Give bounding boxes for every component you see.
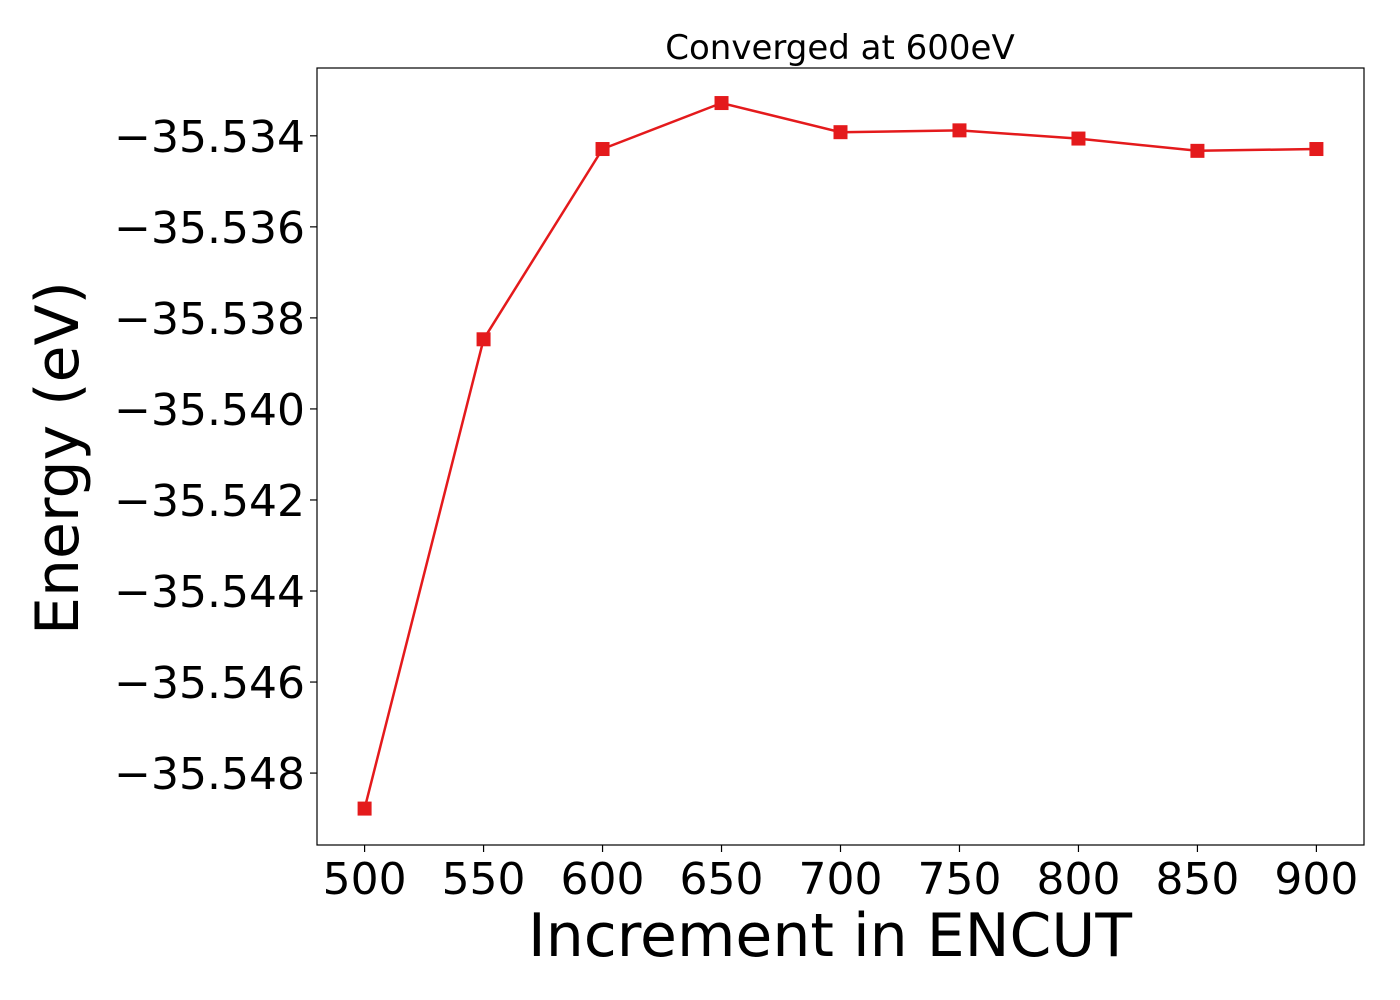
data-point-marker bbox=[1071, 131, 1086, 146]
y-tick-label: −35.536 bbox=[114, 203, 305, 254]
x-tick-label: 800 bbox=[1036, 854, 1120, 905]
x-axis-ticks: 500 550 600 650 700 750 800 850 900 bbox=[323, 845, 1358, 905]
data-point-marker bbox=[476, 332, 491, 347]
data-point-marker bbox=[1190, 143, 1205, 158]
x-axis-label: Increment in ENCUT bbox=[528, 901, 1132, 971]
x-tick-label: 550 bbox=[442, 854, 526, 905]
data-point-marker bbox=[714, 96, 729, 111]
data-point-marker bbox=[833, 125, 848, 140]
x-tick-label: 850 bbox=[1155, 854, 1239, 905]
data-point-marker bbox=[952, 123, 967, 138]
chart-title: Converged at 600eV bbox=[665, 28, 1014, 68]
x-tick-label: 600 bbox=[561, 854, 645, 905]
y-tick-label: −35.540 bbox=[114, 385, 305, 436]
y-tick-label: −35.548 bbox=[114, 749, 305, 800]
data-point-marker bbox=[357, 801, 372, 816]
y-axis-ticks: −35.548 −35.546 −35.544 −35.542 −35.540 −35.5… bbox=[114, 112, 317, 800]
x-tick-label: 700 bbox=[799, 854, 883, 905]
y-tick-label: −35.534 bbox=[114, 112, 305, 163]
x-tick-label: 900 bbox=[1274, 854, 1358, 905]
plot-frame bbox=[316, 67, 1365, 846]
x-tick-label: 750 bbox=[917, 854, 1001, 905]
y-axis-label: Energy (eV) bbox=[23, 281, 93, 635]
data-point-marker bbox=[595, 142, 610, 157]
y-tick-label: −35.538 bbox=[114, 294, 305, 345]
plot-series bbox=[357, 96, 1324, 816]
x-tick-label: 650 bbox=[680, 854, 764, 905]
y-tick-label: −35.544 bbox=[114, 567, 305, 618]
y-tick-label: −35.546 bbox=[114, 658, 305, 709]
x-tick-label: 500 bbox=[323, 854, 407, 905]
data-point-marker bbox=[1309, 142, 1324, 157]
y-tick-label: −35.542 bbox=[114, 476, 305, 527]
